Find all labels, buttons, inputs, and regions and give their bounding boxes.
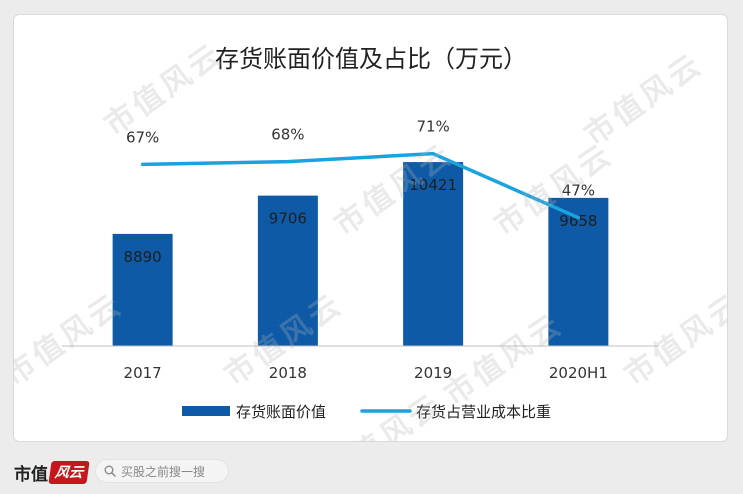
line-label-2020H1: 47%	[562, 182, 595, 200]
bar-2019	[403, 162, 464, 346]
line-label-2019: 71%	[416, 118, 449, 136]
legend-label-bar: 存货账面价值	[236, 403, 326, 421]
x-tick-label-2018: 2018	[269, 364, 307, 382]
bar-label-2017: 8890	[124, 248, 162, 266]
chart-card: 存货账面价值及占比（万元） 8890 2017 9706 2018 10421 2019 96…	[13, 14, 728, 442]
legend-label-line: 存货占营业成本比重	[416, 403, 551, 421]
bar-2017	[112, 233, 173, 346]
x-tick-label-2017: 2017	[124, 364, 162, 382]
chart: 存货账面价值及占比（万元） 8890 2017 9706 2018 10421 2019 96…	[62, 45, 659, 421]
line-label-2017: 67%	[126, 128, 159, 146]
legend-swatch-bar	[182, 406, 230, 416]
brand-logo[interactable]: 市值 风云	[14, 460, 90, 485]
x-tick-label-2020H1: 2020H1	[549, 364, 608, 382]
bar-label-2019: 10421	[409, 176, 457, 194]
bar-2018	[257, 195, 318, 346]
search-placeholder: 买股之前搜一搜	[121, 464, 206, 479]
bar-2020H1	[548, 197, 609, 346]
search-icon	[104, 465, 116, 477]
footer-bar: 市值 风云 买股之前搜一搜	[0, 452, 743, 492]
bar-label-2018: 9706	[269, 210, 307, 228]
brand-text: 市值	[14, 464, 48, 485]
bar-label-2020H1: 9658	[559, 212, 597, 230]
line-series-proportion	[140, 151, 581, 220]
search-box[interactable]: 买股之前搜一搜	[95, 459, 229, 483]
brand-mark: 风云	[48, 460, 90, 484]
chart-title: 存货账面价值及占比（万元）	[215, 45, 527, 73]
line-label-2018: 68%	[271, 126, 304, 144]
x-tick-label-2019: 2019	[414, 364, 452, 382]
